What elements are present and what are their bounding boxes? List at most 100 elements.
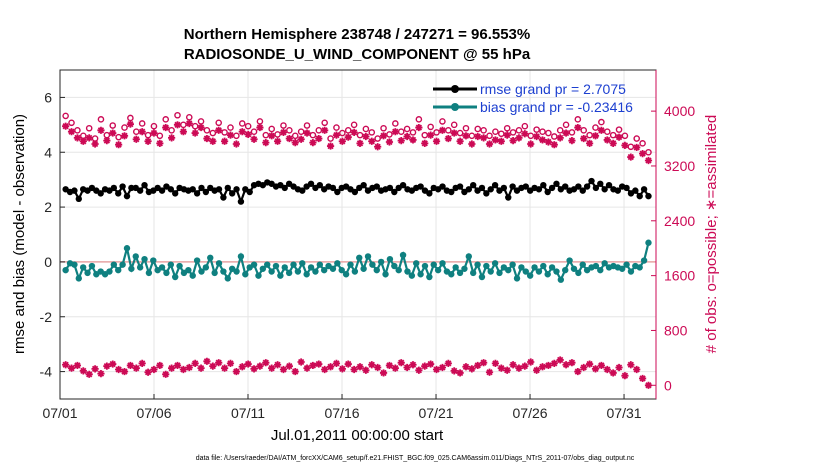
data-point — [385, 361, 394, 370]
data-point — [121, 124, 128, 131]
data-point — [291, 132, 299, 140]
data-point — [391, 188, 398, 196]
data-point — [256, 123, 264, 132]
data-point — [521, 362, 529, 370]
data-point — [126, 120, 134, 128]
data-point — [285, 134, 293, 143]
data-point — [79, 137, 87, 145]
data-point — [71, 261, 78, 268]
data-point — [109, 360, 117, 368]
data-point — [256, 362, 264, 370]
data-point — [386, 131, 393, 138]
data-point — [315, 360, 323, 368]
data-point — [562, 129, 570, 137]
data-point — [485, 140, 494, 148]
data-point — [168, 127, 175, 134]
data-point — [491, 136, 500, 144]
ticks: 07/01 07/06 07/11 07/16 07/21 07/26 07/31 -4 -2 0… — [40, 70, 695, 421]
data-point — [97, 116, 105, 123]
data-point — [362, 125, 370, 133]
legend-bias-marker — [451, 103, 459, 111]
data-point — [636, 192, 643, 200]
data-point — [316, 261, 324, 268]
data-point — [303, 122, 311, 129]
data-point — [545, 129, 552, 137]
data-point — [609, 131, 617, 139]
data-point — [209, 362, 217, 370]
data-point — [385, 138, 394, 146]
data-point — [627, 153, 635, 161]
data-point — [505, 266, 512, 274]
data-point — [138, 359, 146, 367]
data-point — [262, 139, 270, 147]
data-point — [85, 124, 93, 132]
data-point — [618, 265, 626, 272]
data-point — [601, 186, 608, 193]
y-right-tick-label: 2400 — [664, 213, 695, 229]
data-point — [469, 269, 477, 277]
data-point — [273, 361, 282, 369]
data-point — [544, 188, 551, 196]
y-right-tick-label: 1600 — [664, 268, 695, 284]
data-point — [126, 361, 134, 370]
data-point — [377, 258, 385, 266]
data-point — [268, 364, 276, 372]
data-point — [434, 266, 442, 274]
data-point — [474, 361, 482, 370]
legend-rmse-marker — [451, 85, 459, 93]
data-point — [621, 141, 629, 149]
data-point — [167, 186, 175, 193]
data-point — [540, 262, 547, 270]
data-point — [417, 183, 424, 190]
data-point — [120, 132, 129, 140]
data-point — [439, 260, 446, 267]
data-point — [427, 131, 435, 139]
data-point — [232, 140, 240, 148]
data-point — [321, 126, 329, 134]
data-point — [168, 134, 176, 142]
data-point — [220, 364, 229, 372]
data-point — [279, 365, 288, 374]
data-point — [478, 273, 486, 281]
data-point — [244, 130, 252, 139]
data-point — [609, 139, 617, 147]
data-point — [202, 264, 210, 271]
chart-title: Northern Hemisphere 238748 / 247271 = 96… — [184, 26, 530, 43]
data-point — [615, 363, 623, 372]
data-point — [91, 365, 99, 373]
data-point — [627, 268, 635, 275]
data-point — [601, 260, 608, 267]
data-point — [399, 251, 407, 259]
data-point — [144, 137, 152, 145]
data-point — [603, 136, 611, 144]
data-point — [515, 127, 523, 134]
data-point — [339, 129, 346, 137]
data-point — [119, 261, 126, 268]
data-point — [500, 184, 508, 192]
data-point — [307, 180, 315, 187]
data-point — [220, 137, 229, 145]
data-point — [185, 363, 193, 372]
data-point — [575, 183, 582, 190]
data-point — [220, 194, 227, 201]
data-point — [374, 135, 381, 142]
data-point — [409, 361, 417, 369]
data-point — [109, 129, 117, 137]
data-point — [456, 269, 464, 277]
data-point — [533, 366, 541, 374]
y-tick-label: 4 — [44, 144, 52, 160]
data-point — [215, 126, 223, 134]
data-point — [173, 361, 182, 370]
data-point — [539, 128, 546, 135]
data-point — [291, 139, 299, 147]
data-point — [84, 269, 91, 277]
data-point — [465, 253, 473, 260]
data-point — [409, 136, 417, 144]
data-point — [395, 266, 402, 274]
data-point — [597, 126, 605, 134]
data-point — [521, 130, 529, 138]
data-point — [120, 367, 129, 376]
data-point — [497, 137, 505, 145]
data-point — [334, 260, 341, 267]
